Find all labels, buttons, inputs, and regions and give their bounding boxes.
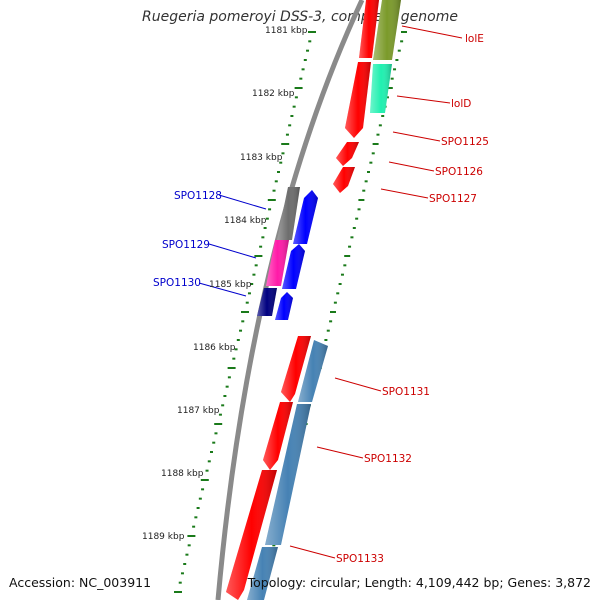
gene-shading — [298, 340, 328, 402]
gene-label-SPO1132[interactable]: SPO1132 — [364, 453, 412, 465]
gene-shading — [257, 288, 277, 316]
gene-shading — [281, 336, 311, 402]
gene-shading — [226, 470, 277, 600]
gene-shading — [277, 187, 300, 240]
gene-SPO1132[interactable] — [263, 402, 311, 545]
gene-label-lolD[interactable]: lolD — [451, 98, 471, 110]
gene-label-lolE[interactable]: lolE — [465, 33, 484, 45]
gene-SPO1130[interactable] — [257, 288, 293, 320]
gene-label-SPO1127[interactable]: SPO1127 — [429, 193, 477, 205]
tick-track-inner — [174, 31, 316, 593]
tick-label: 1188 kbp — [161, 469, 204, 479]
tick-label: 1181 kbp — [265, 26, 308, 36]
gene-SPO1125[interactable] — [336, 142, 359, 166]
gene-shading — [265, 404, 311, 545]
tick-label: 1186 kbp — [193, 343, 236, 353]
gene-label-SPO1125[interactable]: SPO1125 — [441, 136, 489, 148]
gene-lolE[interactable] — [359, 0, 401, 60]
gene-shading — [359, 0, 379, 58]
label-leaders — [198, 25, 463, 559]
genome-summary-text: Topology: circular; Length: 4,109,442 bp… — [247, 575, 591, 590]
tick-label: 1182 kbp — [252, 89, 295, 99]
accession-text: Accession: NC_003911 — [9, 575, 152, 590]
gene-shading — [266, 240, 289, 286]
gene-label-SPO1126[interactable]: SPO1126 — [435, 166, 483, 178]
gene-SPO1129[interactable] — [266, 240, 305, 289]
tick-label: 1189 kbp — [142, 532, 185, 542]
gene-shading — [293, 190, 318, 244]
gene-shading — [370, 64, 392, 113]
tick-label: 1183 kbp — [240, 153, 283, 163]
gene-label-SPO1129[interactable]: SPO1129 — [162, 239, 210, 251]
gene-SPO1131[interactable] — [281, 336, 328, 402]
gene-label-SPO1130[interactable]: SPO1130 — [153, 277, 201, 289]
gene-label-SPO1133[interactable]: SPO1133 — [336, 553, 384, 565]
gene-lolD[interactable] — [345, 62, 392, 138]
gene-shading — [336, 142, 359, 166]
tick-labels: 1181 kbp 1182 kbp 1183 kbp 1184 kbp 1185… — [142, 26, 308, 542]
gene-label-SPO1128[interactable]: SPO1128 — [174, 190, 222, 202]
gene-shading — [345, 62, 371, 138]
tick-label: 1184 kbp — [224, 216, 267, 226]
gene-SPO1133[interactable] — [226, 470, 278, 600]
gene-SPO1126[interactable] — [333, 167, 355, 193]
gene-shading — [275, 292, 293, 320]
tick-label: 1185 kbp — [209, 280, 252, 290]
gene-shading — [247, 547, 278, 600]
gene-labels: lolE lolD SPO1125 SPO1126 SPO1127 SPO112… — [153, 33, 489, 565]
tick-label: 1187 kbp — [177, 406, 220, 416]
gene-shading — [282, 244, 305, 289]
gene-shading — [373, 0, 401, 60]
gene-SPO1128[interactable] — [277, 187, 318, 244]
gene-shading — [333, 167, 355, 193]
gene-label-SPO1131[interactable]: SPO1131 — [382, 386, 430, 398]
gene-shading — [263, 402, 293, 470]
